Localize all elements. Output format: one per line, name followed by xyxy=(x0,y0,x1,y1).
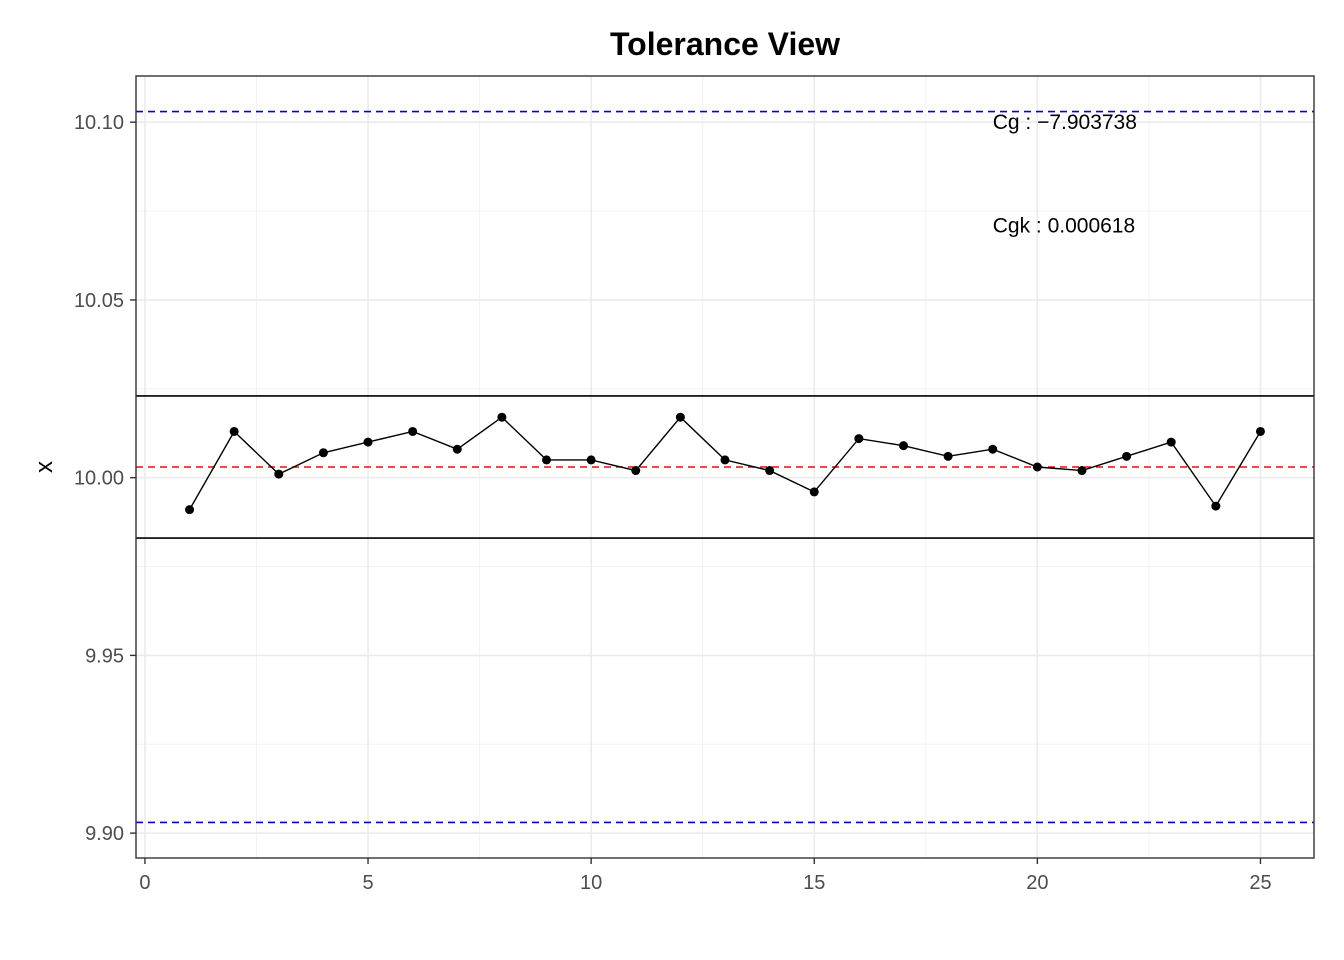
data-point-12 xyxy=(675,412,685,422)
data-point-10 xyxy=(586,455,596,465)
x-tick-label: 15 xyxy=(803,872,825,894)
data-point-13 xyxy=(720,455,730,465)
annotations: Cg : −7.903738 Cgk : 0.000618 xyxy=(993,111,1137,237)
panel-border xyxy=(135,75,1315,859)
y-axis: 9.90 9.95 10.00 10.05 10.10 xyxy=(74,112,136,845)
data-point-21 xyxy=(1077,466,1087,476)
y-tick-label: 10.00 xyxy=(74,468,124,490)
y-axis-title: x xyxy=(31,461,58,473)
panel-border-rect xyxy=(135,75,1315,859)
data-point-17 xyxy=(898,441,908,451)
x-tick-label: 0 xyxy=(139,872,150,894)
data-point-2 xyxy=(229,426,239,436)
data-point-11 xyxy=(631,466,641,476)
data-point-3 xyxy=(274,469,284,479)
data-point-16 xyxy=(854,434,864,444)
data-point-1 xyxy=(185,505,195,515)
y-tick-label: 9.90 xyxy=(85,823,124,845)
data-point-20 xyxy=(1032,462,1042,472)
annotation-1: Cgk : 0.000618 xyxy=(993,214,1135,237)
data-point-9 xyxy=(542,455,552,465)
data-point-24 xyxy=(1211,501,1221,511)
x-tick-label: 20 xyxy=(1026,872,1048,894)
data-point-18 xyxy=(943,451,953,461)
data-point-14 xyxy=(765,466,775,476)
series-points xyxy=(185,412,1265,515)
data-point-25 xyxy=(1255,426,1265,436)
x-tick-label: 5 xyxy=(362,872,373,894)
x-tick-label: 25 xyxy=(1249,872,1271,894)
data-point-7 xyxy=(452,444,462,454)
y-tick-label: 10.05 xyxy=(74,290,124,312)
data-point-4 xyxy=(318,448,328,458)
data-point-6 xyxy=(408,426,418,436)
y-tick-label: 10.10 xyxy=(74,112,124,134)
reference-lines xyxy=(136,110,1314,824)
y-tick-label: 9.95 xyxy=(85,645,124,667)
data-point-23 xyxy=(1166,437,1176,447)
data-point-5 xyxy=(363,437,373,447)
chart-title: Tolerance View xyxy=(610,26,840,62)
data-point-19 xyxy=(988,444,998,454)
data-point-22 xyxy=(1122,451,1132,461)
annotation-0: Cg : −7.903738 xyxy=(993,111,1137,134)
data-point-15 xyxy=(809,487,819,497)
x-axis: 0 5 10 15 20 25 xyxy=(139,858,1272,894)
data-point-8 xyxy=(497,412,507,422)
x-tick-label: 10 xyxy=(580,872,602,894)
